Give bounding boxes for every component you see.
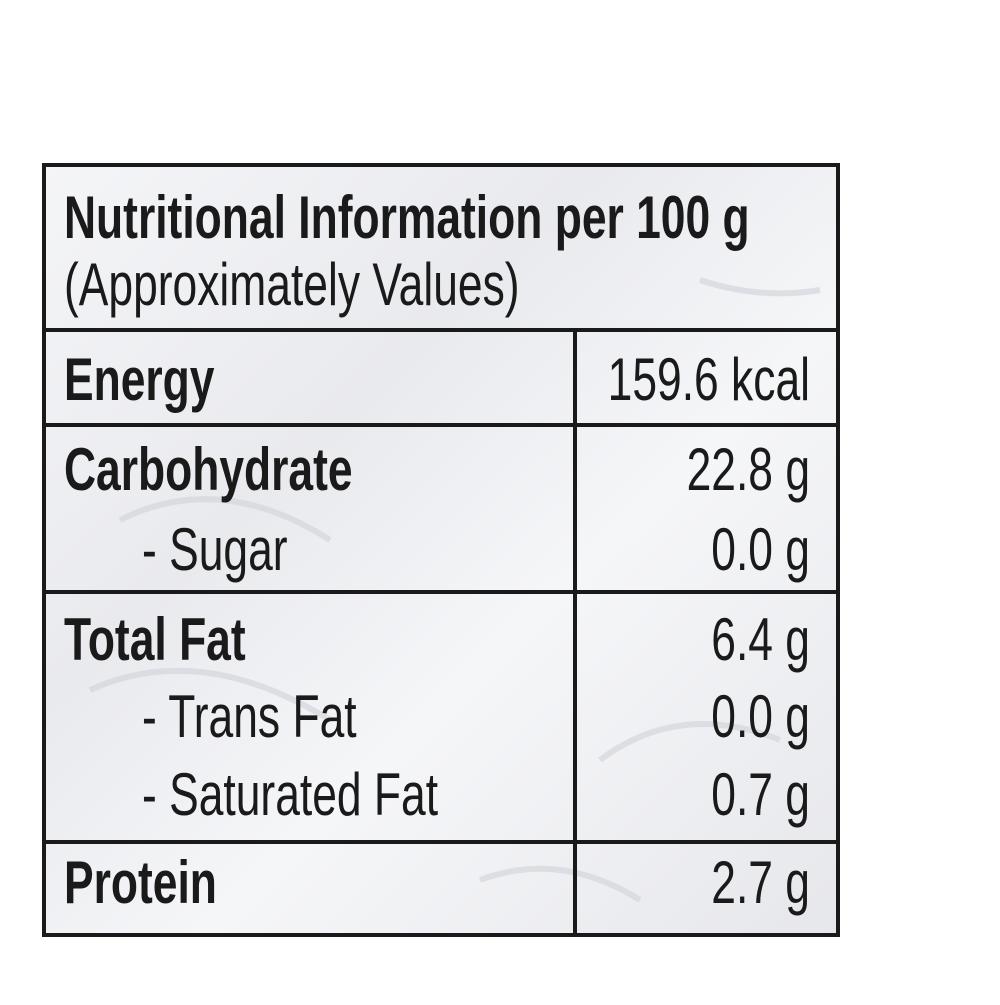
nutrient-amount: 0.0 g bbox=[711, 684, 810, 751]
nutrient-name: - Trans Fat bbox=[142, 684, 357, 751]
nutrient-amount: 22.8 g bbox=[687, 437, 810, 504]
nutrient-amount: 6.4 g bbox=[711, 607, 810, 674]
nutrient-name: Total Fat bbox=[64, 607, 246, 674]
nutrient-name: Protein bbox=[64, 850, 217, 917]
table-rules bbox=[44, 328, 838, 935]
nutrient-name: Carbohydrate bbox=[64, 437, 353, 504]
label-subtitle: (Approximately Values) bbox=[64, 252, 520, 319]
nutrient-name: - Sugar bbox=[142, 517, 288, 584]
nutrient-name: - Saturated Fat bbox=[142, 762, 438, 829]
nutrient-amount: 2.7 g bbox=[711, 850, 810, 917]
nutrient-amount: 0.7 g bbox=[711, 762, 810, 829]
nutrient-name: Energy bbox=[64, 347, 215, 414]
marble-veins bbox=[88, 277, 821, 903]
nutrient-amount: 0.0 g bbox=[711, 517, 810, 584]
label-title: Nutritional Information per 100 g bbox=[64, 185, 750, 252]
nutrient-amount: 159.6 kcal bbox=[608, 347, 810, 414]
label-box bbox=[42, 163, 840, 937]
